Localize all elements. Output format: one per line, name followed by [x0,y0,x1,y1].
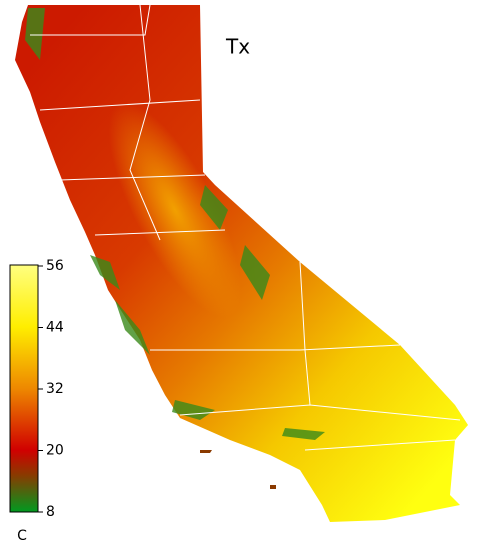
colorbar-tick-label: 20 [46,443,64,459]
colorbar-ticks: 8 20 32 44 56 [38,258,64,520]
island [200,450,276,489]
map-title: Tx [225,35,250,59]
central-valley [108,102,242,318]
county-lines [30,4,461,451]
colorbar-tick-label: 56 [46,258,64,274]
colorbar-tick-label: 44 [46,320,64,336]
colorbar-tick-label: 32 [46,381,64,397]
california-map [15,4,468,522]
mountain-areas [25,8,325,440]
colorbar-unit: C [17,528,27,544]
colorbar-tick-label: 8 [46,504,55,520]
colorbar [9,264,39,513]
